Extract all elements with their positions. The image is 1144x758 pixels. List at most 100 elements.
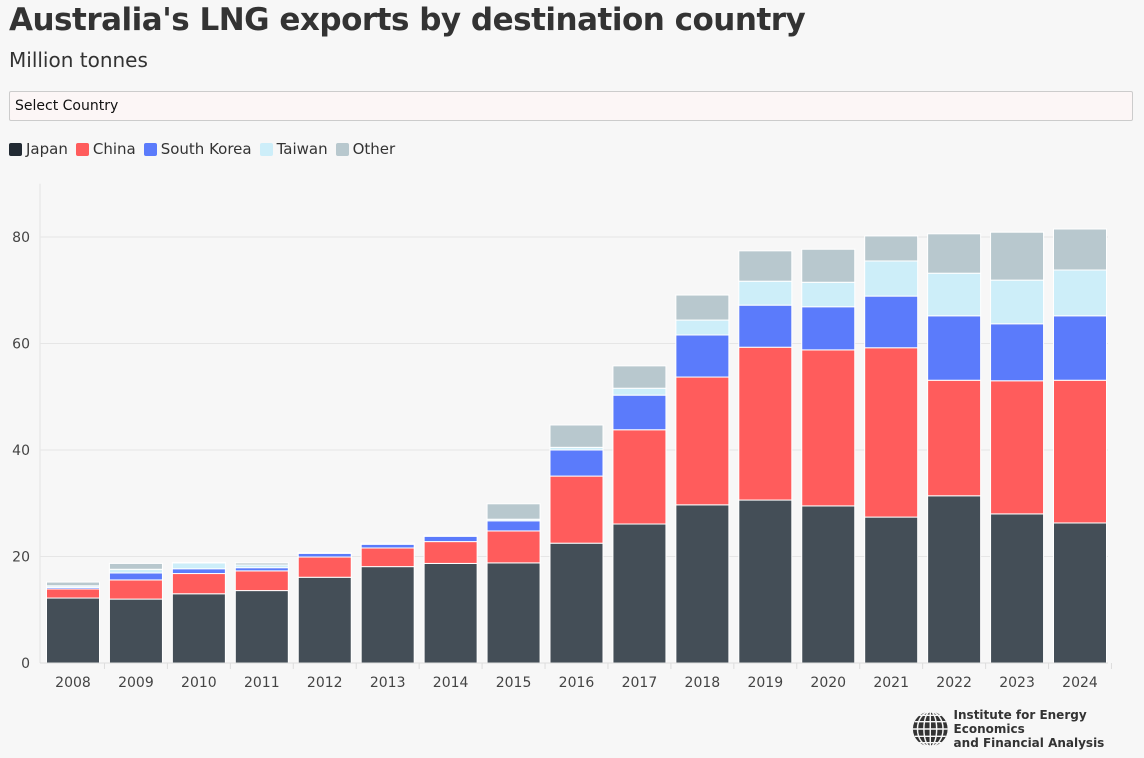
- bar-south-korea-2020: [801, 306, 856, 351]
- x-tick-label: 2011: [244, 675, 280, 691]
- bar-japan-2016: [549, 542, 604, 664]
- bar-other-2010: [171, 561, 226, 564]
- bar-japan-2015: [486, 562, 541, 664]
- legend-label: Japan: [26, 140, 68, 158]
- x-tick-label: 2022: [936, 675, 972, 691]
- bar-other-2020: [801, 248, 856, 283]
- bar-japan-2017: [612, 523, 667, 664]
- bar-japan-2009: [108, 598, 163, 664]
- bar-taiwan-2020: [801, 281, 856, 308]
- bar-other-2024: [1053, 228, 1107, 271]
- x-tick-label: 2009: [118, 675, 154, 691]
- bar-japan-2020: [801, 505, 856, 664]
- x-tick-label: 2012: [307, 675, 343, 691]
- logo-line-2: and Financial Analysis: [953, 736, 1105, 750]
- bar-south-korea-2022: [927, 315, 982, 381]
- bar-taiwan-2022: [927, 272, 982, 317]
- bar-taiwan-2017: [612, 387, 667, 396]
- bar-other-2018: [675, 294, 730, 321]
- bar-south-korea-2019: [738, 304, 793, 348]
- bar-south-korea-2021: [864, 295, 919, 349]
- bar-taiwan-2024: [1053, 269, 1107, 317]
- legend-label: Taiwan: [276, 140, 328, 158]
- bar-other-2009: [108, 562, 163, 570]
- bar-south-korea-2010: [171, 568, 226, 575]
- bar-taiwan-2010: [171, 562, 226, 570]
- bar-china-2009: [108, 579, 163, 600]
- bar-other-2023: [990, 231, 1045, 281]
- bar-south-korea-2017: [612, 394, 667, 431]
- bar-china-2008: [46, 588, 100, 599]
- legend-item-taiwan[interactable]: Taiwan: [259, 140, 328, 158]
- bar-china-2022: [927, 379, 982, 497]
- globe-icon: [912, 710, 948, 748]
- y-tick-label: 60: [12, 337, 30, 353]
- y-tick-label: 40: [12, 443, 30, 459]
- bar-japan-2021: [864, 516, 919, 664]
- legend-swatch: [335, 142, 349, 156]
- y-tick-label: 0: [21, 656, 30, 672]
- x-tick-label: 2017: [622, 675, 658, 691]
- bar-south-korea-2024: [1053, 315, 1107, 381]
- bar-china-2010: [171, 573, 226, 595]
- bar-other-2022: [927, 233, 982, 274]
- y-tick-label: 80: [12, 230, 30, 246]
- legend-item-south-korea[interactable]: South Korea: [143, 140, 252, 158]
- bar-other-2016: [549, 424, 604, 448]
- bar-japan-2018: [675, 504, 730, 664]
- bar-other-2012: [297, 552, 352, 554]
- x-tick-label: 2023: [999, 675, 1035, 691]
- bar-china-2017: [612, 429, 667, 525]
- bar-taiwan-2023: [990, 279, 1045, 325]
- bar-china-2011: [234, 570, 289, 592]
- x-tick-label: 2021: [873, 675, 909, 691]
- bar-japan-2014: [423, 562, 478, 664]
- legend-item-china[interactable]: China: [75, 140, 136, 158]
- legend-swatch: [75, 142, 89, 156]
- bar-south-korea-2015: [486, 520, 541, 532]
- x-tick-label: 2008: [55, 675, 91, 691]
- legend-swatch: [259, 142, 273, 156]
- legend: Japan China South Korea Taiwan Other: [9, 140, 395, 158]
- bar-china-2020: [801, 349, 856, 507]
- bar-other-2019: [738, 250, 793, 282]
- bar-south-korea-2014: [423, 535, 478, 543]
- x-tick-label: 2010: [181, 675, 217, 691]
- bar-japan-2013: [360, 566, 415, 664]
- bar-taiwan-2018: [675, 319, 730, 336]
- bar-other-2015: [486, 503, 541, 520]
- bar-china-2013: [360, 547, 415, 568]
- ieefa-logo: Institute for Energy Economics and Finan…: [912, 708, 1144, 750]
- bar-china-2021: [864, 347, 919, 518]
- bar-japan-2022: [927, 495, 982, 664]
- x-tick-label: 2015: [496, 675, 532, 691]
- bar-taiwan-2021: [864, 260, 919, 297]
- bar-japan-2011: [234, 590, 289, 664]
- legend-item-japan[interactable]: Japan: [9, 140, 68, 158]
- chart-title: Australia's LNG exports by destination c…: [9, 2, 806, 38]
- bar-china-2015: [486, 530, 541, 564]
- bar-other-2014: [423, 534, 478, 537]
- bar-china-2012: [297, 556, 352, 578]
- bar-japan-2024: [1053, 522, 1107, 664]
- bar-south-korea-2016: [549, 449, 604, 477]
- x-tick-label: 2014: [433, 675, 469, 691]
- legend-label: South Korea: [160, 140, 252, 158]
- legend-item-other[interactable]: Other: [335, 140, 395, 158]
- legend-swatch: [9, 142, 22, 156]
- bar-south-korea-2009: [108, 572, 163, 581]
- x-tick-label: 2019: [747, 675, 783, 691]
- bar-china-2019: [738, 346, 793, 501]
- bar-south-korea-2012: [297, 552, 352, 558]
- bar-japan-2012: [297, 576, 352, 664]
- bar-japan-2019: [738, 499, 793, 664]
- bar-taiwan-2019: [738, 280, 793, 306]
- bar-china-2024: [1053, 379, 1107, 524]
- country-select[interactable]: Select Country: [9, 91, 1133, 121]
- bar-china-2023: [990, 380, 1045, 515]
- legend-swatch: [143, 142, 157, 156]
- bar-japan-2010: [171, 593, 226, 664]
- bar-south-korea-2013: [360, 543, 415, 549]
- x-tick-label: 2024: [1062, 675, 1098, 691]
